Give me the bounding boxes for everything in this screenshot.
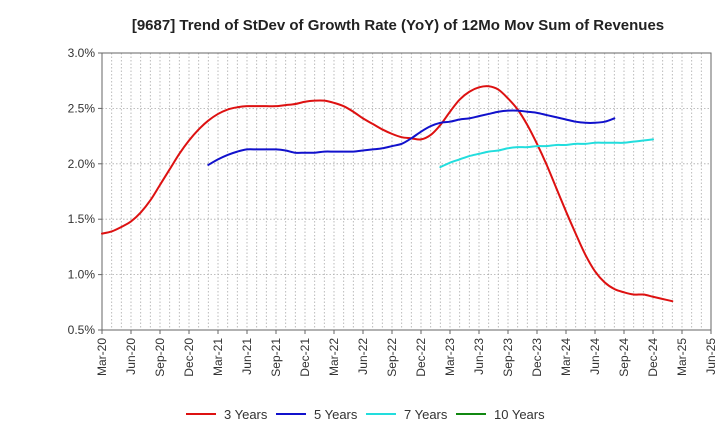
x-tick-label: Jun-20 — [124, 338, 138, 375]
x-tick-label: Mar-25 — [675, 338, 689, 376]
x-tick-label: Dec-20 — [182, 338, 196, 377]
x-tick-label: Sep-20 — [153, 338, 167, 377]
x-tick-label: Dec-23 — [530, 338, 544, 377]
grid — [102, 53, 711, 330]
y-tick-label: 1.0% — [68, 268, 96, 282]
y-tick-label: 2.5% — [68, 101, 96, 115]
legend-label-10-years: 10 Years — [494, 407, 545, 422]
x-tick-label: Mar-22 — [327, 338, 341, 376]
legend-label-7-years: 7 Years — [404, 407, 448, 422]
series-lines — [101, 85, 674, 303]
legend: 3 Years 5 Years 7 Years 10 Years — [186, 407, 545, 422]
x-tick-label: Sep-23 — [501, 338, 515, 377]
plot-area — [101, 52, 712, 331]
y-tick-label: 1.5% — [68, 212, 96, 226]
x-tick-label: Sep-22 — [385, 338, 399, 377]
x-tick-label: Dec-21 — [298, 338, 312, 377]
y-tick-label: 0.5% — [68, 323, 96, 337]
x-tick-label: Sep-21 — [269, 338, 283, 377]
legend-label-5-years: 5 Years — [314, 407, 358, 422]
x-tick-label: Mar-24 — [559, 338, 573, 376]
x-tick-label: Mar-21 — [211, 338, 225, 376]
series-line-7-years — [439, 138, 654, 169]
series-line-5-years — [207, 109, 616, 166]
x-tick-label: Dec-22 — [414, 338, 428, 377]
x-tick-label: Mar-20 — [95, 338, 109, 376]
chart-title: [9687] Trend of StDev of Growth Rate (Yo… — [132, 17, 664, 34]
y-tick-label: 2.0% — [68, 157, 96, 171]
series-line-3-years — [101, 85, 674, 303]
x-tick-label: Jun-22 — [356, 338, 370, 375]
x-axis: Mar-20 Jun-20 Sep-20 Dec-20 Mar-21 Jun-21 Sep-… — [95, 330, 718, 377]
x-tick-label: Mar-23 — [443, 338, 457, 376]
x-tick-label: Jun-21 — [240, 338, 254, 375]
x-tick-label: Dec-24 — [646, 338, 660, 377]
x-tick-label: Jun-25 — [704, 338, 718, 375]
x-tick-label: Jun-24 — [588, 338, 602, 375]
y-axis: 0.5% 1.0% 1.5% 2.0% 2.5% 3.0% — [68, 46, 102, 337]
legend-label-3-years: 3 Years — [224, 407, 268, 422]
x-tick-label: Jun-23 — [472, 338, 486, 375]
x-tick-label: Sep-24 — [617, 338, 631, 377]
y-tick-label: 3.0% — [68, 46, 96, 60]
